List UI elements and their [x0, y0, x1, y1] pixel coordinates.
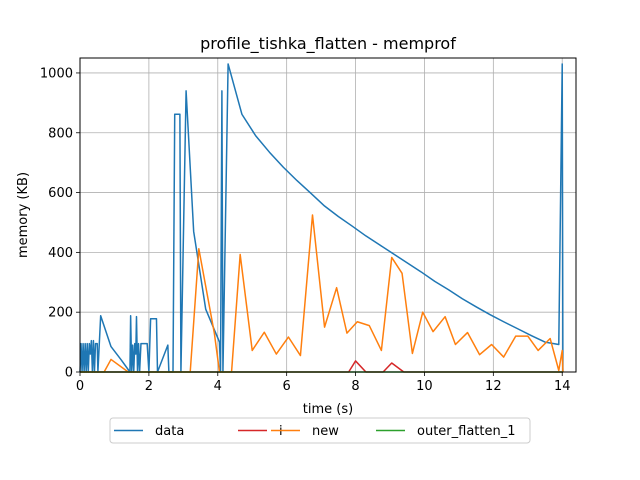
legend-label: i	[279, 424, 283, 439]
x-tick-label: 0	[76, 379, 84, 394]
legend: data i new outer_flatten_1	[109, 417, 531, 444]
x-tick-label: 2	[145, 379, 153, 394]
legend-label: outer_flatten_1	[417, 424, 516, 439]
chart-title: profile_tishka_flatten - memprof	[200, 34, 456, 54]
x-tick-label: 10	[416, 379, 433, 394]
y-tick-label: 200	[48, 306, 73, 321]
x-axis-label: time (s)	[303, 402, 353, 417]
y-axis-ticks: 0 200 400 600 800 1000	[40, 66, 80, 381]
x-tick-label: 12	[485, 379, 502, 394]
axes-frame	[79, 57, 577, 373]
legend-label: data	[155, 424, 184, 439]
x-axis-ticks: 0 2 4 6 8 10 12 14	[76, 372, 571, 394]
series-line-data	[79, 63, 564, 373]
y-tick-label: 1000	[40, 66, 73, 81]
x-tick-label: 8	[351, 379, 359, 394]
y-tick-label: 0	[65, 366, 73, 381]
y-tick-label: 400	[48, 246, 73, 261]
x-tick-label: 4	[214, 379, 222, 394]
legend-label: new	[312, 424, 339, 439]
series-line-new	[80, 214, 564, 373]
x-tick-label: 6	[283, 379, 291, 394]
legend-box	[109, 417, 531, 444]
y-axis-label: memory (KB)	[16, 172, 31, 258]
x-tick-label: 14	[554, 379, 571, 394]
y-tick-label: 800	[48, 126, 73, 141]
y-tick-label: 600	[48, 186, 73, 201]
